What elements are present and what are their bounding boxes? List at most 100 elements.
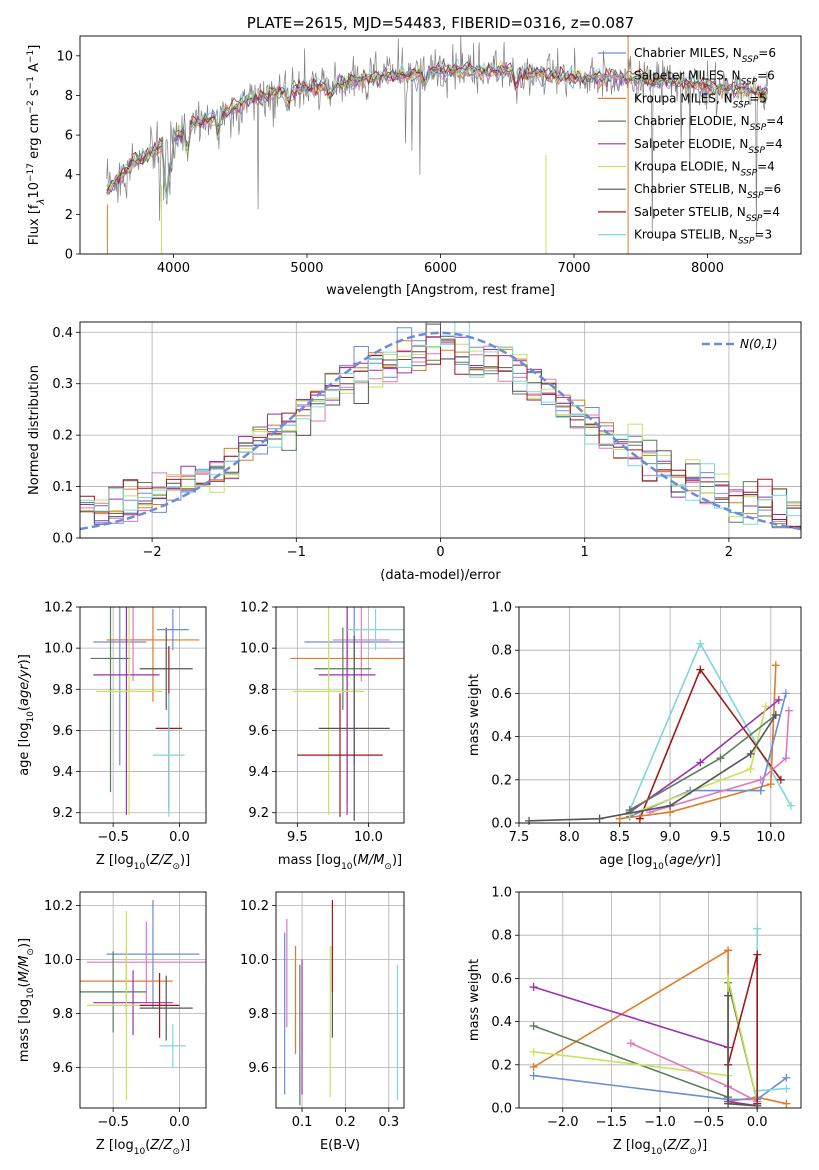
mass-weight-point bbox=[784, 706, 793, 715]
x-tick-label: −0.5 bbox=[97, 830, 129, 845]
y-tick-label: 0.0 bbox=[52, 532, 73, 547]
x-tick-label: 0.2 bbox=[335, 1115, 356, 1130]
panel-7 bbox=[272, 892, 404, 1112]
mass-weight-point bbox=[781, 689, 790, 698]
x-tick-label: −1.5 bbox=[596, 1115, 628, 1130]
y-tick-label: 10.0 bbox=[240, 642, 269, 657]
x-tick-label: −0.5 bbox=[693, 1115, 725, 1130]
mass-weight-point bbox=[753, 950, 762, 959]
axes-frame bbox=[518, 606, 802, 824]
x-tick-label: 9.5 bbox=[710, 830, 731, 845]
x-tick-label: −0.5 bbox=[97, 1115, 129, 1130]
x-tick-label: 8000 bbox=[691, 261, 724, 276]
y-tick-label: 8 bbox=[65, 89, 73, 104]
y-tick-label: 9.6 bbox=[52, 1061, 73, 1076]
histogram-step-line bbox=[80, 322, 801, 525]
x-axis-label: wavelength [Angstrom, rest frame] bbox=[326, 283, 555, 298]
x-tick-label: 5000 bbox=[290, 261, 323, 276]
spectrum-plot bbox=[106, 36, 768, 254]
x-tick-label: 0 bbox=[436, 545, 444, 560]
y-tick-label: 0.6 bbox=[491, 972, 512, 987]
mass-weight-point bbox=[696, 665, 705, 674]
y-tick-label: 0.0 bbox=[491, 817, 512, 832]
legend-label: Salpeter STELIB, NSSP=4 bbox=[634, 205, 780, 224]
x-tick-label: 7.5 bbox=[509, 830, 530, 845]
mass-weight-line bbox=[533, 1074, 787, 1101]
mass-weight-point bbox=[746, 749, 755, 758]
model-spectrum-line bbox=[106, 57, 768, 202]
legend-label: Chabrier MILES, NSSP=6 bbox=[634, 46, 776, 65]
y-tick-label: 9.6 bbox=[248, 724, 269, 739]
x-tick-label: 9.0 bbox=[660, 830, 681, 845]
mass-weight-point bbox=[756, 775, 765, 784]
y-tick-label: 10.2 bbox=[240, 899, 269, 914]
y-tick-label: 9.8 bbox=[248, 1007, 269, 1022]
x-axis-label: Z [log10(Z/Z⊙)] bbox=[96, 1138, 190, 1157]
axes-frame bbox=[275, 891, 405, 1109]
mass-weight-point bbox=[771, 711, 780, 719]
y-tick-label: 9.2 bbox=[52, 806, 73, 821]
mass-weight-point bbox=[753, 924, 762, 933]
legend-label: Kroupa ELODIE, NSSP=4 bbox=[634, 160, 775, 179]
x-tick-label: −2.0 bbox=[547, 1115, 579, 1130]
errorbar-plot bbox=[90, 607, 200, 817]
histogram-plot bbox=[80, 322, 801, 531]
y-tick-label: 9.4 bbox=[52, 765, 73, 780]
y-tick-label: 0.2 bbox=[491, 773, 512, 788]
y-axis-label: age [log10(age/yr)] bbox=[17, 654, 36, 776]
y-tick-label: 0.0 bbox=[491, 1102, 512, 1117]
mass-weight-point bbox=[782, 1084, 791, 1093]
mass-weight-point bbox=[753, 1101, 762, 1110]
y-tick-label: 1.0 bbox=[491, 601, 512, 616]
y-tick-label: 10.2 bbox=[240, 601, 269, 616]
axes-frame bbox=[518, 891, 802, 1109]
x-axis-label: Z [log10(Z/Z⊙)] bbox=[96, 853, 190, 872]
errorbar-plot bbox=[80, 900, 206, 1100]
mass-weight-point bbox=[782, 1099, 791, 1108]
y-tick-label: 0.1 bbox=[52, 480, 73, 495]
x-axis-label: E(B-V) bbox=[320, 1138, 360, 1153]
y-tick-label: 0.2 bbox=[52, 429, 73, 444]
mass-weight-point bbox=[724, 1099, 733, 1108]
x-tick-label: −2 bbox=[143, 545, 162, 560]
histogram-step-line bbox=[80, 339, 801, 528]
y-tick-label: 10.0 bbox=[240, 953, 269, 968]
axes-frame bbox=[275, 606, 405, 824]
mass-weight-point bbox=[716, 754, 725, 763]
y-axis-label: mass weight bbox=[467, 959, 482, 1041]
y-tick-label: 0.8 bbox=[491, 929, 512, 944]
mass-weight-point bbox=[696, 639, 705, 648]
x-tick-label: −1 bbox=[287, 545, 306, 560]
y-axis-label: mass weight bbox=[467, 674, 482, 756]
mass-weight-point bbox=[529, 1021, 538, 1030]
legend-label: Chabrier ELODIE, NSSP=4 bbox=[634, 114, 784, 133]
mass-weight-point bbox=[529, 983, 538, 992]
x-axis-label: Z [log10(Z/Z⊙)] bbox=[613, 1138, 707, 1157]
chart-title: PLATE=2615, MJD=54483, FIBERID=0316, z=0… bbox=[247, 14, 634, 32]
mass-weight-point bbox=[746, 765, 755, 773]
y-tick-label: 10.0 bbox=[44, 953, 73, 968]
mass-weight-line bbox=[619, 665, 777, 820]
y-tick-label: 0.8 bbox=[491, 644, 512, 659]
y-tick-label: 10.2 bbox=[44, 601, 73, 616]
mass-weight-point bbox=[696, 758, 705, 767]
mass-weight-point bbox=[786, 801, 795, 810]
y-tick-label: 9.8 bbox=[52, 683, 73, 698]
y-tick-label: 0.2 bbox=[491, 1058, 512, 1073]
mass-weight-point bbox=[666, 801, 675, 810]
model-spectrum-line bbox=[106, 58, 768, 197]
mass-weight-line bbox=[756, 928, 787, 1092]
mass-weight-point bbox=[774, 695, 783, 704]
y-tick-label: 9.6 bbox=[52, 724, 73, 739]
x-axis-label: mass [log10(M/M⊙)] bbox=[278, 853, 402, 872]
panel-6 bbox=[76, 892, 206, 1112]
axes-frame bbox=[79, 35, 802, 255]
y-tick-label: 0.4 bbox=[491, 1015, 512, 1030]
y-tick-label: 0.4 bbox=[52, 326, 73, 341]
errorbar-plot bbox=[290, 607, 404, 821]
y-tick-label: 10 bbox=[56, 49, 73, 64]
mass-weight-point bbox=[724, 946, 733, 955]
x-tick-label: 0.0 bbox=[169, 830, 190, 845]
legend-label: Kroupa MILES, NSSP=5 bbox=[634, 91, 767, 110]
y-tick-label: 0.6 bbox=[491, 687, 512, 702]
